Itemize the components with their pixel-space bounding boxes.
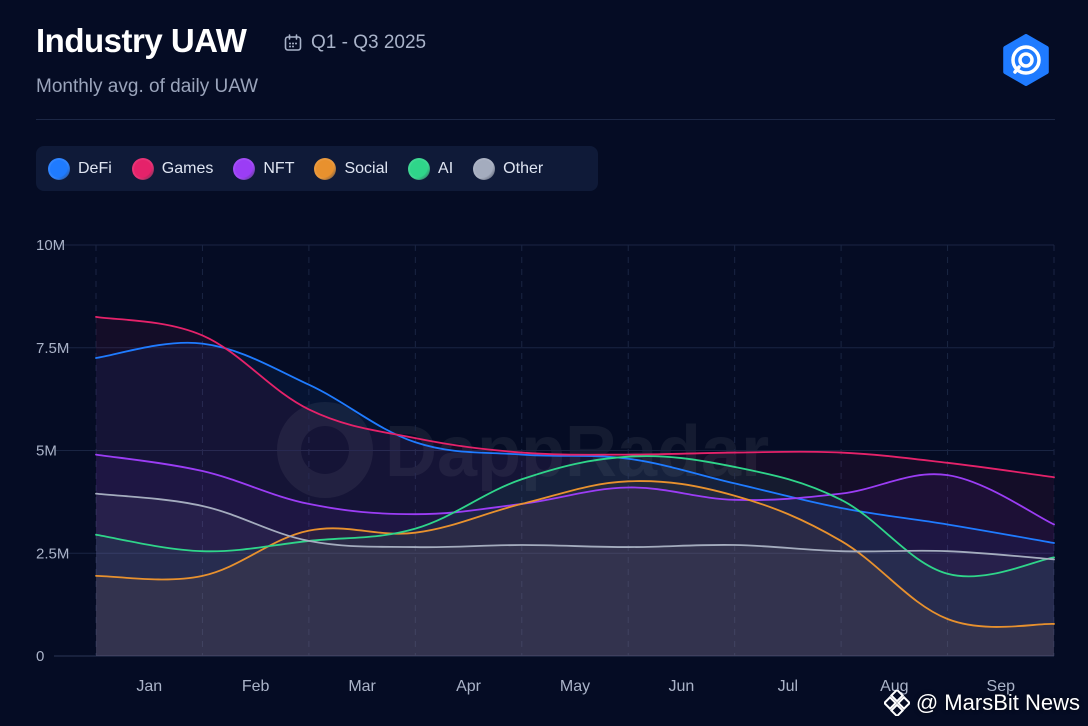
legend-item-ai[interactable]: AI xyxy=(408,157,454,180)
dappradar-background-watermark: DappRadar xyxy=(277,402,769,498)
legend-label: Games xyxy=(161,159,214,177)
period-label: Q1 - Q3 2025 xyxy=(311,32,427,53)
legend-color-swatch xyxy=(314,157,337,180)
series-line-social[interactable] xyxy=(95,480,1055,628)
page-subtitle: Monthly avg. of daily UAW xyxy=(36,76,259,97)
y-tick-label: 0 xyxy=(36,648,44,665)
background-watermark-text: DappRadar xyxy=(385,412,769,492)
legend-color-swatch xyxy=(233,157,256,180)
calendar-icon xyxy=(284,34,302,51)
series-line-other[interactable] xyxy=(95,492,1055,561)
legend-label: Social xyxy=(344,159,389,177)
legend-item-games[interactable]: Games xyxy=(131,157,214,180)
legend-color-swatch xyxy=(408,157,431,180)
x-tick-label: Jun xyxy=(669,678,695,695)
legend-item-social[interactable]: Social xyxy=(314,157,389,180)
x-tick-label: Feb xyxy=(242,678,270,695)
series-line-games[interactable] xyxy=(95,316,1055,479)
legend-item-defi[interactable]: DeFi xyxy=(48,157,112,180)
legend-label: DeFi xyxy=(78,159,112,177)
series-area-ai xyxy=(96,456,1054,656)
x-tick-label: Sep xyxy=(987,678,1016,695)
watermark-source-text: @ MarsBit News xyxy=(915,690,1080,715)
legend-item-other[interactable]: Other xyxy=(473,157,544,180)
series-area-other xyxy=(96,493,1054,656)
legend-label: NFT xyxy=(263,159,295,177)
legend-label: Other xyxy=(503,159,544,177)
legend-color-swatch xyxy=(473,157,496,180)
dappradar-logo-icon[interactable] xyxy=(1000,34,1052,86)
legend-color-swatch xyxy=(131,157,154,180)
series-line-ai[interactable] xyxy=(95,455,1055,578)
x-tick-label: Jan xyxy=(136,678,162,695)
series-line-defi[interactable] xyxy=(95,341,1055,544)
series-area-games xyxy=(96,316,1054,656)
x-tick-label: Mar xyxy=(348,678,376,695)
marsbit-logo-icon xyxy=(883,690,910,716)
series-area-social xyxy=(96,481,1054,656)
period-selector[interactable]: Q1 - Q3 2025 xyxy=(283,32,426,54)
x-tick-label: Jul xyxy=(778,678,798,695)
x-tick-label: May xyxy=(560,678,590,695)
y-tick-label: 7.5M xyxy=(36,340,69,357)
chart-legend: DeFi Games NFT Social AI Other xyxy=(36,146,598,191)
legend-color-swatch xyxy=(48,157,70,180)
y-tick-label: 10M xyxy=(36,237,65,254)
series-area-nft xyxy=(96,454,1054,656)
y-tick-label: 2.5M xyxy=(36,545,69,562)
legend-item-nft[interactable]: NFT xyxy=(233,157,295,180)
x-tick-label: Apr xyxy=(456,678,482,695)
legend-label: AI xyxy=(438,159,454,177)
marsbit-watermark: @ MarsBit News xyxy=(883,690,1080,716)
header-divider xyxy=(36,119,1055,120)
y-tick-label: 5M xyxy=(36,443,57,460)
page-title: Industry UAW xyxy=(36,22,247,59)
series-line-nft[interactable] xyxy=(95,453,1055,526)
x-tick-label: Aug xyxy=(880,678,908,695)
